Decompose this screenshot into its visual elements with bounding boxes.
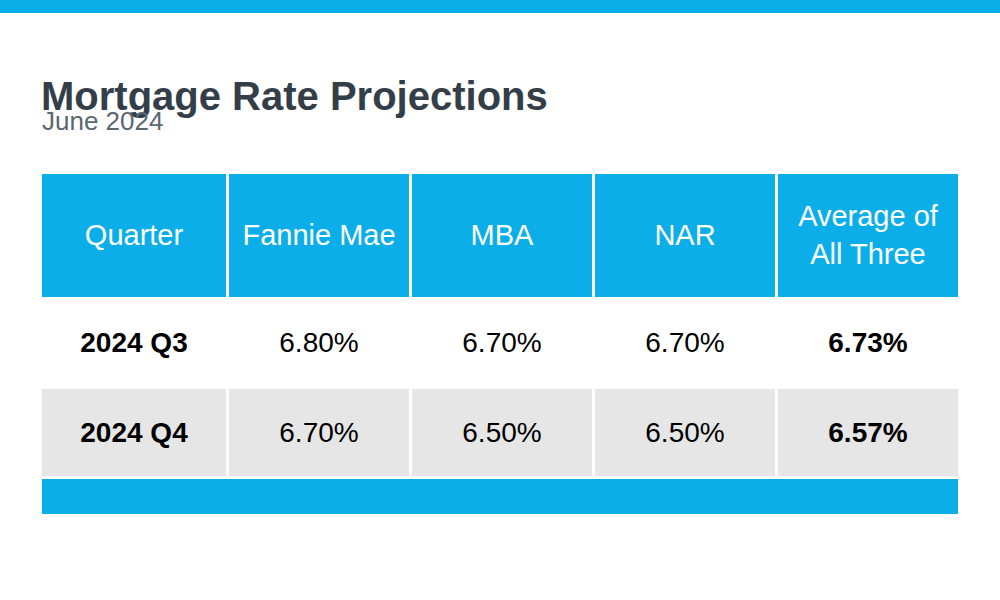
column-header-fannie-mae: Fannie Mae <box>226 174 409 297</box>
table-header-row: Quarter Fannie Mae MBA NAR Average of Al… <box>42 174 958 297</box>
column-header-mba: MBA <box>409 174 592 297</box>
cell-fannie-mae-rate: 6.70% <box>226 389 409 476</box>
cell-mba-rate: 6.70% <box>409 297 592 389</box>
cell-quarter: 2024 Q3 <box>42 297 226 389</box>
projections-table: Quarter Fannie Mae MBA NAR Average of Al… <box>42 174 958 514</box>
cell-average-rate: 6.57% <box>775 389 958 476</box>
column-header-average: Average of All Three <box>775 174 958 297</box>
table-row-2024-q4: 2024 Q4 6.70% 6.50% 6.50% 6.57% <box>42 389 958 476</box>
cell-nar-rate: 6.50% <box>592 389 775 476</box>
table-row-2024-q3: 2024 Q3 6.80% 6.70% 6.70% 6.73% <box>42 297 958 389</box>
cell-nar-rate: 6.70% <box>592 297 775 389</box>
cell-average-rate: 6.73% <box>775 297 958 389</box>
cell-mba-rate: 6.50% <box>409 389 592 476</box>
cell-fannie-mae-rate: 6.80% <box>226 297 409 389</box>
column-header-quarter: Quarter <box>42 174 226 297</box>
page-subtitle: June 2024 <box>42 106 163 137</box>
column-header-nar: NAR <box>592 174 775 297</box>
table-footer-accent-bar <box>42 479 958 514</box>
cell-quarter: 2024 Q4 <box>42 389 226 476</box>
top-accent-bar <box>0 0 1000 13</box>
